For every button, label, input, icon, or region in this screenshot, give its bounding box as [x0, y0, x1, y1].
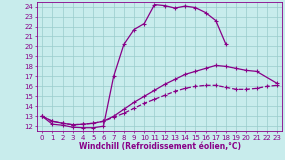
X-axis label: Windchill (Refroidissement éolien,°C): Windchill (Refroidissement éolien,°C): [79, 142, 241, 151]
